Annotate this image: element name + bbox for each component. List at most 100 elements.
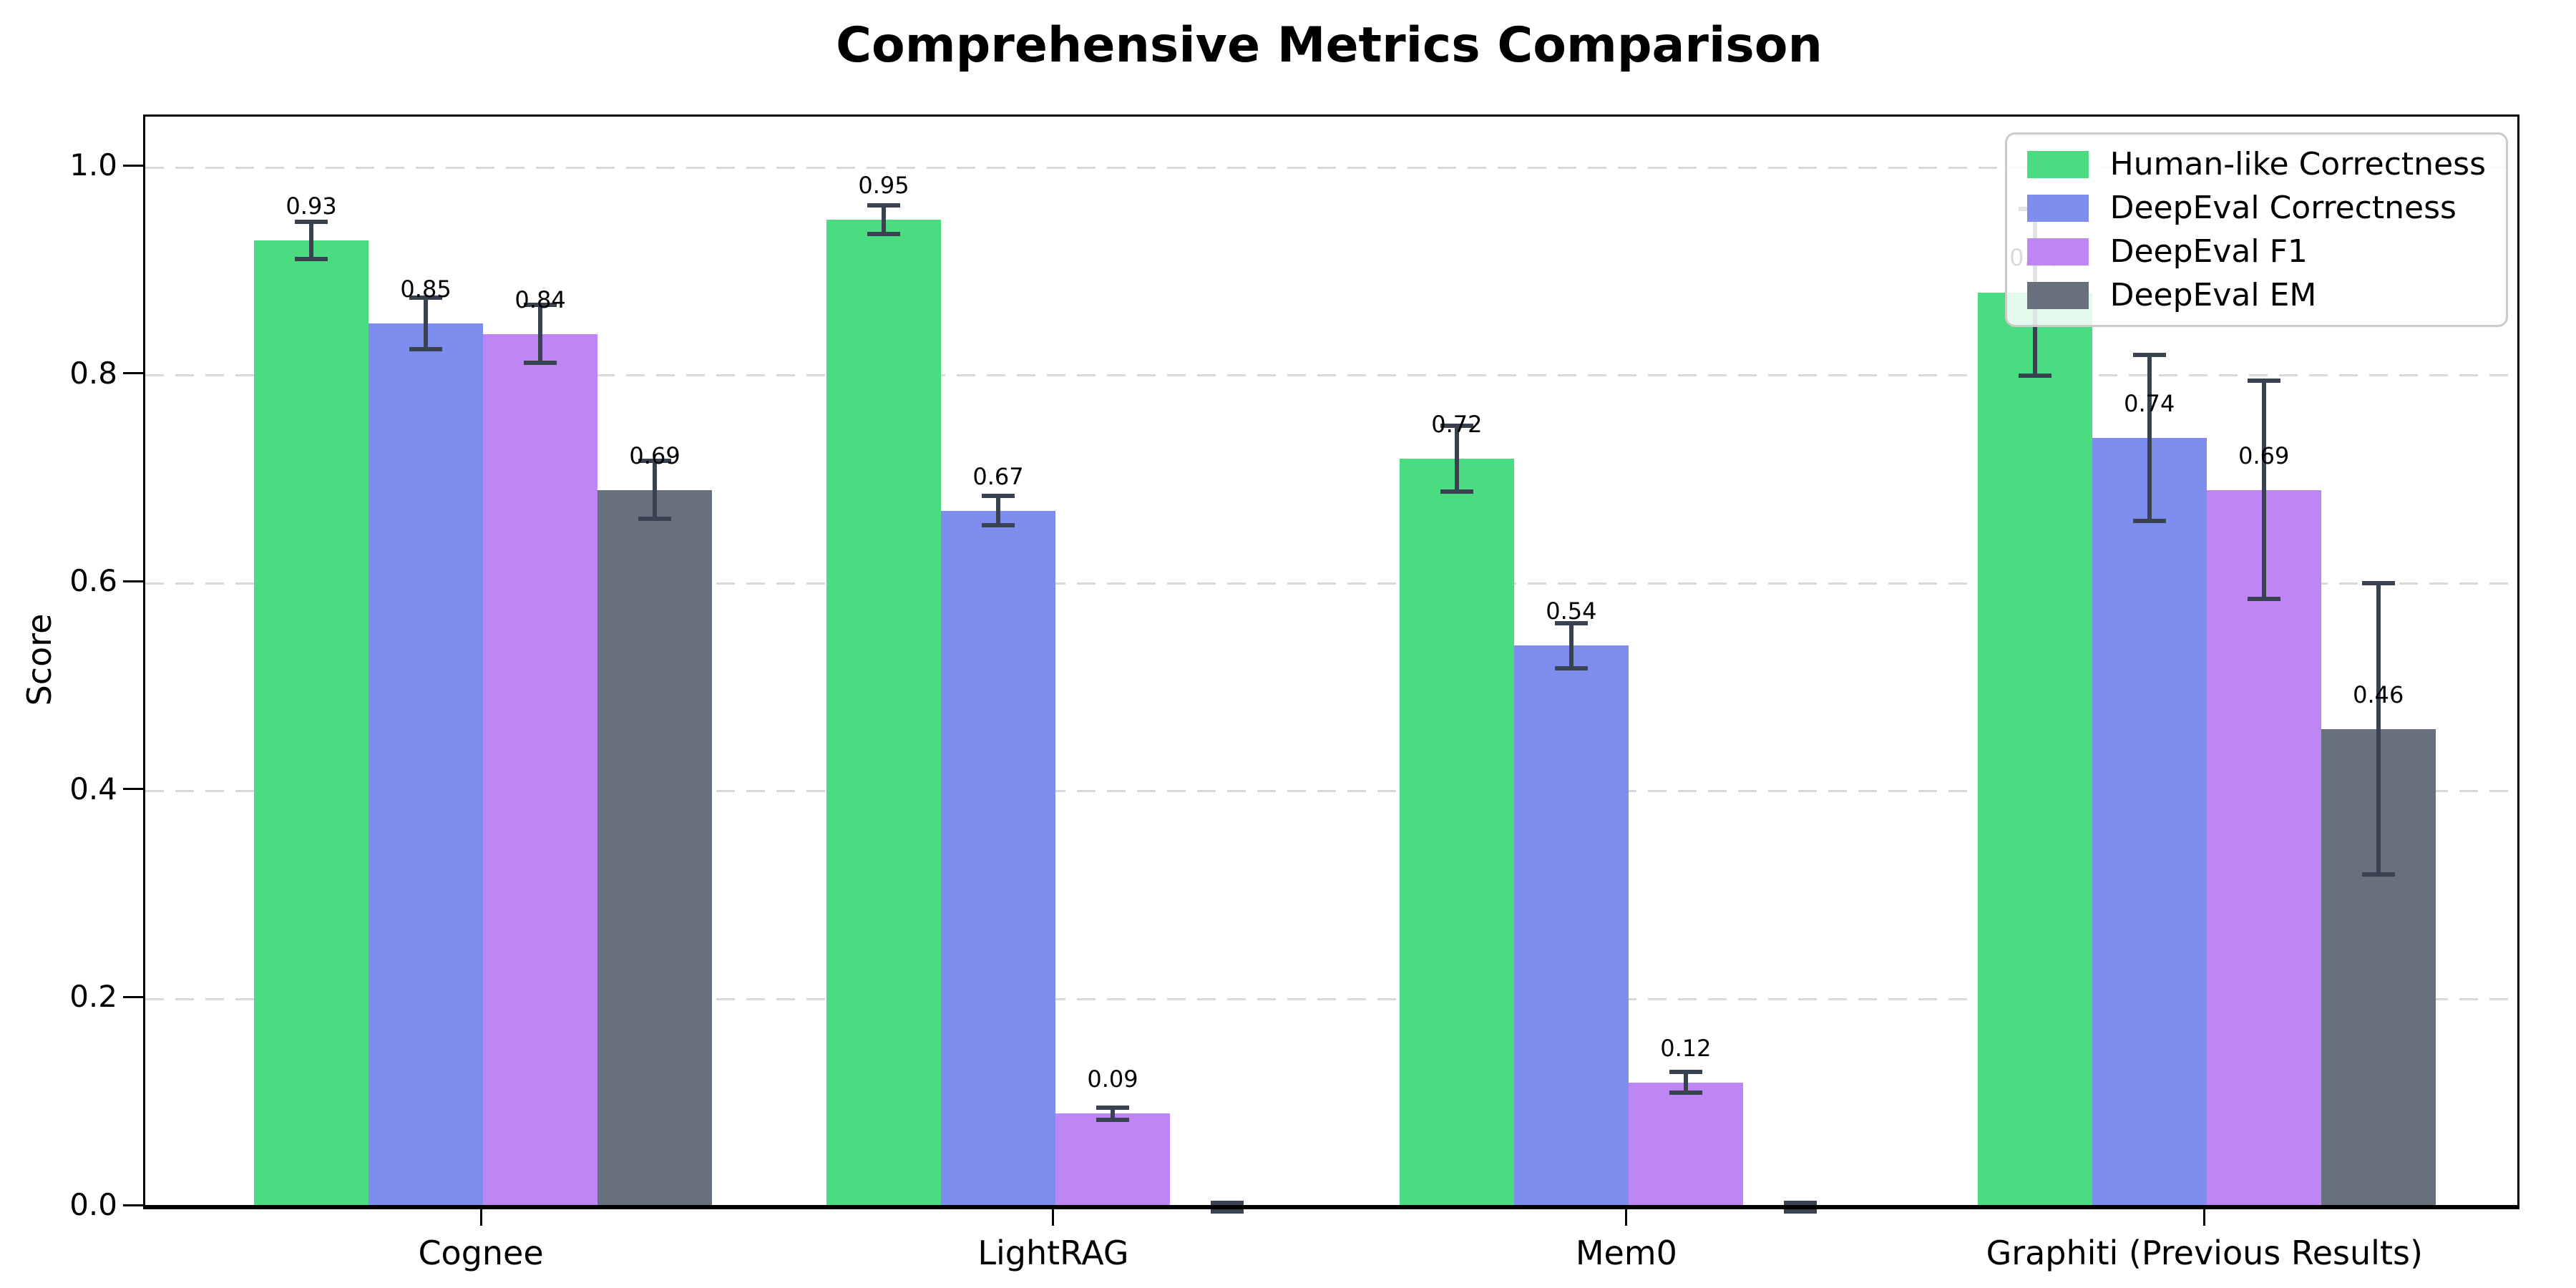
error-bar-cap-bottom (2361, 872, 2395, 877)
y-tick-mark (123, 1204, 143, 1206)
y-tick-label: 0.8 (69, 355, 117, 391)
error-bar-cap-top (981, 494, 1015, 499)
error-bar-line (2147, 354, 2152, 522)
bar (2206, 489, 2321, 1207)
error-bar-cap-bottom (2247, 597, 2280, 602)
error-bar-line (2376, 583, 2381, 875)
error-bar-line (1568, 623, 1574, 669)
bar-value-label: 0.67 (972, 462, 1024, 490)
y-axis-label: Score (20, 613, 59, 706)
error-bar-cap-top (1210, 1201, 1244, 1206)
error-bar-cap-top (638, 458, 672, 463)
legend-swatch (2026, 238, 2089, 265)
bar-value-label: 0.46 (2353, 680, 2404, 708)
gridline (145, 374, 2517, 377)
error-bar-cap-bottom (2018, 373, 2051, 378)
bar (1628, 1082, 1743, 1207)
legend-swatch (2026, 150, 2089, 178)
x-tick-mark (1625, 1207, 1628, 1226)
error-bar-cap-bottom (1554, 666, 1588, 671)
bar-value-label: 0.93 (286, 192, 337, 220)
error-bar-cap-bottom (981, 522, 1015, 527)
error-bar-cap-top (295, 219, 328, 224)
bar (1055, 1113, 1170, 1207)
error-bar-cap-top (1669, 1070, 1702, 1075)
error-bar-cap-bottom (867, 232, 900, 237)
error-bar-cap-bottom (1096, 1117, 1129, 1122)
error-bar-cap-bottom (409, 347, 443, 352)
x-tick-mark (479, 1207, 482, 1226)
error-bar-line (2261, 381, 2266, 600)
error-bar-line (653, 460, 658, 519)
legend-item: DeepEval EM (2026, 277, 2486, 313)
legend-label: DeepEval Correctness (2109, 190, 2457, 226)
error-bar-line (1454, 425, 1459, 492)
gridline (145, 166, 2517, 169)
error-bar-line (1110, 1107, 1115, 1120)
legend-item: DeepEval Correctness (2026, 190, 2486, 226)
x-tick-label: LightRAG (977, 1234, 1129, 1272)
bar-value-label: 0.72 (1431, 410, 1483, 438)
legend-item: DeepEval F1 (2026, 233, 2486, 270)
x-axis-line (145, 1205, 2517, 1209)
legend-label: DeepEval F1 (2109, 233, 2308, 270)
gridline (145, 582, 2517, 585)
error-bar-cap-bottom (1783, 1209, 1817, 1214)
bar (483, 333, 598, 1207)
bar (369, 323, 484, 1207)
gridline (145, 790, 2517, 793)
error-bar-line (1683, 1072, 1688, 1093)
y-tick-label: 0.6 (69, 563, 117, 599)
error-bar-cap-bottom (638, 517, 672, 522)
error-bar-cap-top (524, 302, 557, 307)
bar-value-label: 0.54 (1546, 597, 1597, 625)
bar-value-label: 0.69 (2238, 441, 2290, 469)
y-tick-label: 0.2 (69, 979, 117, 1015)
bar (1399, 458, 1514, 1207)
y-tick-label: 0.4 (69, 771, 117, 806)
legend-item: Human-like Correctness (2026, 146, 2486, 182)
bar (940, 510, 1055, 1207)
error-bar-line (309, 221, 314, 260)
y-tick-mark (123, 372, 143, 375)
error-bar-cap-top (409, 295, 443, 300)
x-tick-label: Mem0 (1575, 1234, 1677, 1272)
bar (2092, 437, 2207, 1207)
legend-swatch (2026, 281, 2089, 309)
legend-label: DeepEval EM (2109, 277, 2317, 313)
x-tick-label: Graphiti (Previous Results) (1986, 1234, 2423, 1272)
y-tick-mark (123, 995, 143, 998)
y-tick-label: 0.0 (69, 1187, 117, 1222)
legend-swatch (2026, 194, 2089, 222)
legend-label: Human-like Correctness (2109, 146, 2486, 182)
error-bar-cap-bottom (1440, 489, 1473, 494)
error-bar-cap-top (2132, 352, 2166, 357)
gridline (145, 997, 2517, 1000)
bar (1977, 292, 2092, 1207)
bar-value-label: 0.09 (1087, 1065, 1138, 1093)
error-bar-cap-top (867, 203, 900, 208)
bar (254, 240, 369, 1207)
error-bar-cap-bottom (2132, 519, 2166, 524)
x-tick-mark (1052, 1207, 1055, 1226)
error-bar-cap-bottom (1669, 1091, 1702, 1096)
bar (826, 219, 941, 1207)
chart-title: Comprehensive Metrics Comparison (836, 17, 1823, 74)
error-bar-line (995, 496, 1000, 525)
x-tick-label: Cognee (418, 1234, 544, 1272)
error-bar-cap-top (2361, 581, 2395, 586)
bar (597, 489, 713, 1207)
x-tick-mark (2203, 1207, 2206, 1226)
error-bar-cap-top (1440, 423, 1473, 428)
bar-value-label: 0.84 (514, 286, 566, 313)
error-bar-cap-top (1554, 620, 1588, 625)
bar-value-label: 0.74 (2124, 389, 2175, 417)
y-tick-label: 1.0 (69, 147, 117, 183)
plot-area: 0.930.950.720.880.850.670.540.740.840.09… (143, 114, 2519, 1214)
legend: Human-like Correctness DeepEval Correctne… (2004, 132, 2508, 327)
error-bar-line (424, 297, 429, 350)
error-bar-line (538, 304, 543, 364)
error-bar-cap-bottom (1210, 1209, 1244, 1214)
error-bar-line (881, 205, 886, 235)
